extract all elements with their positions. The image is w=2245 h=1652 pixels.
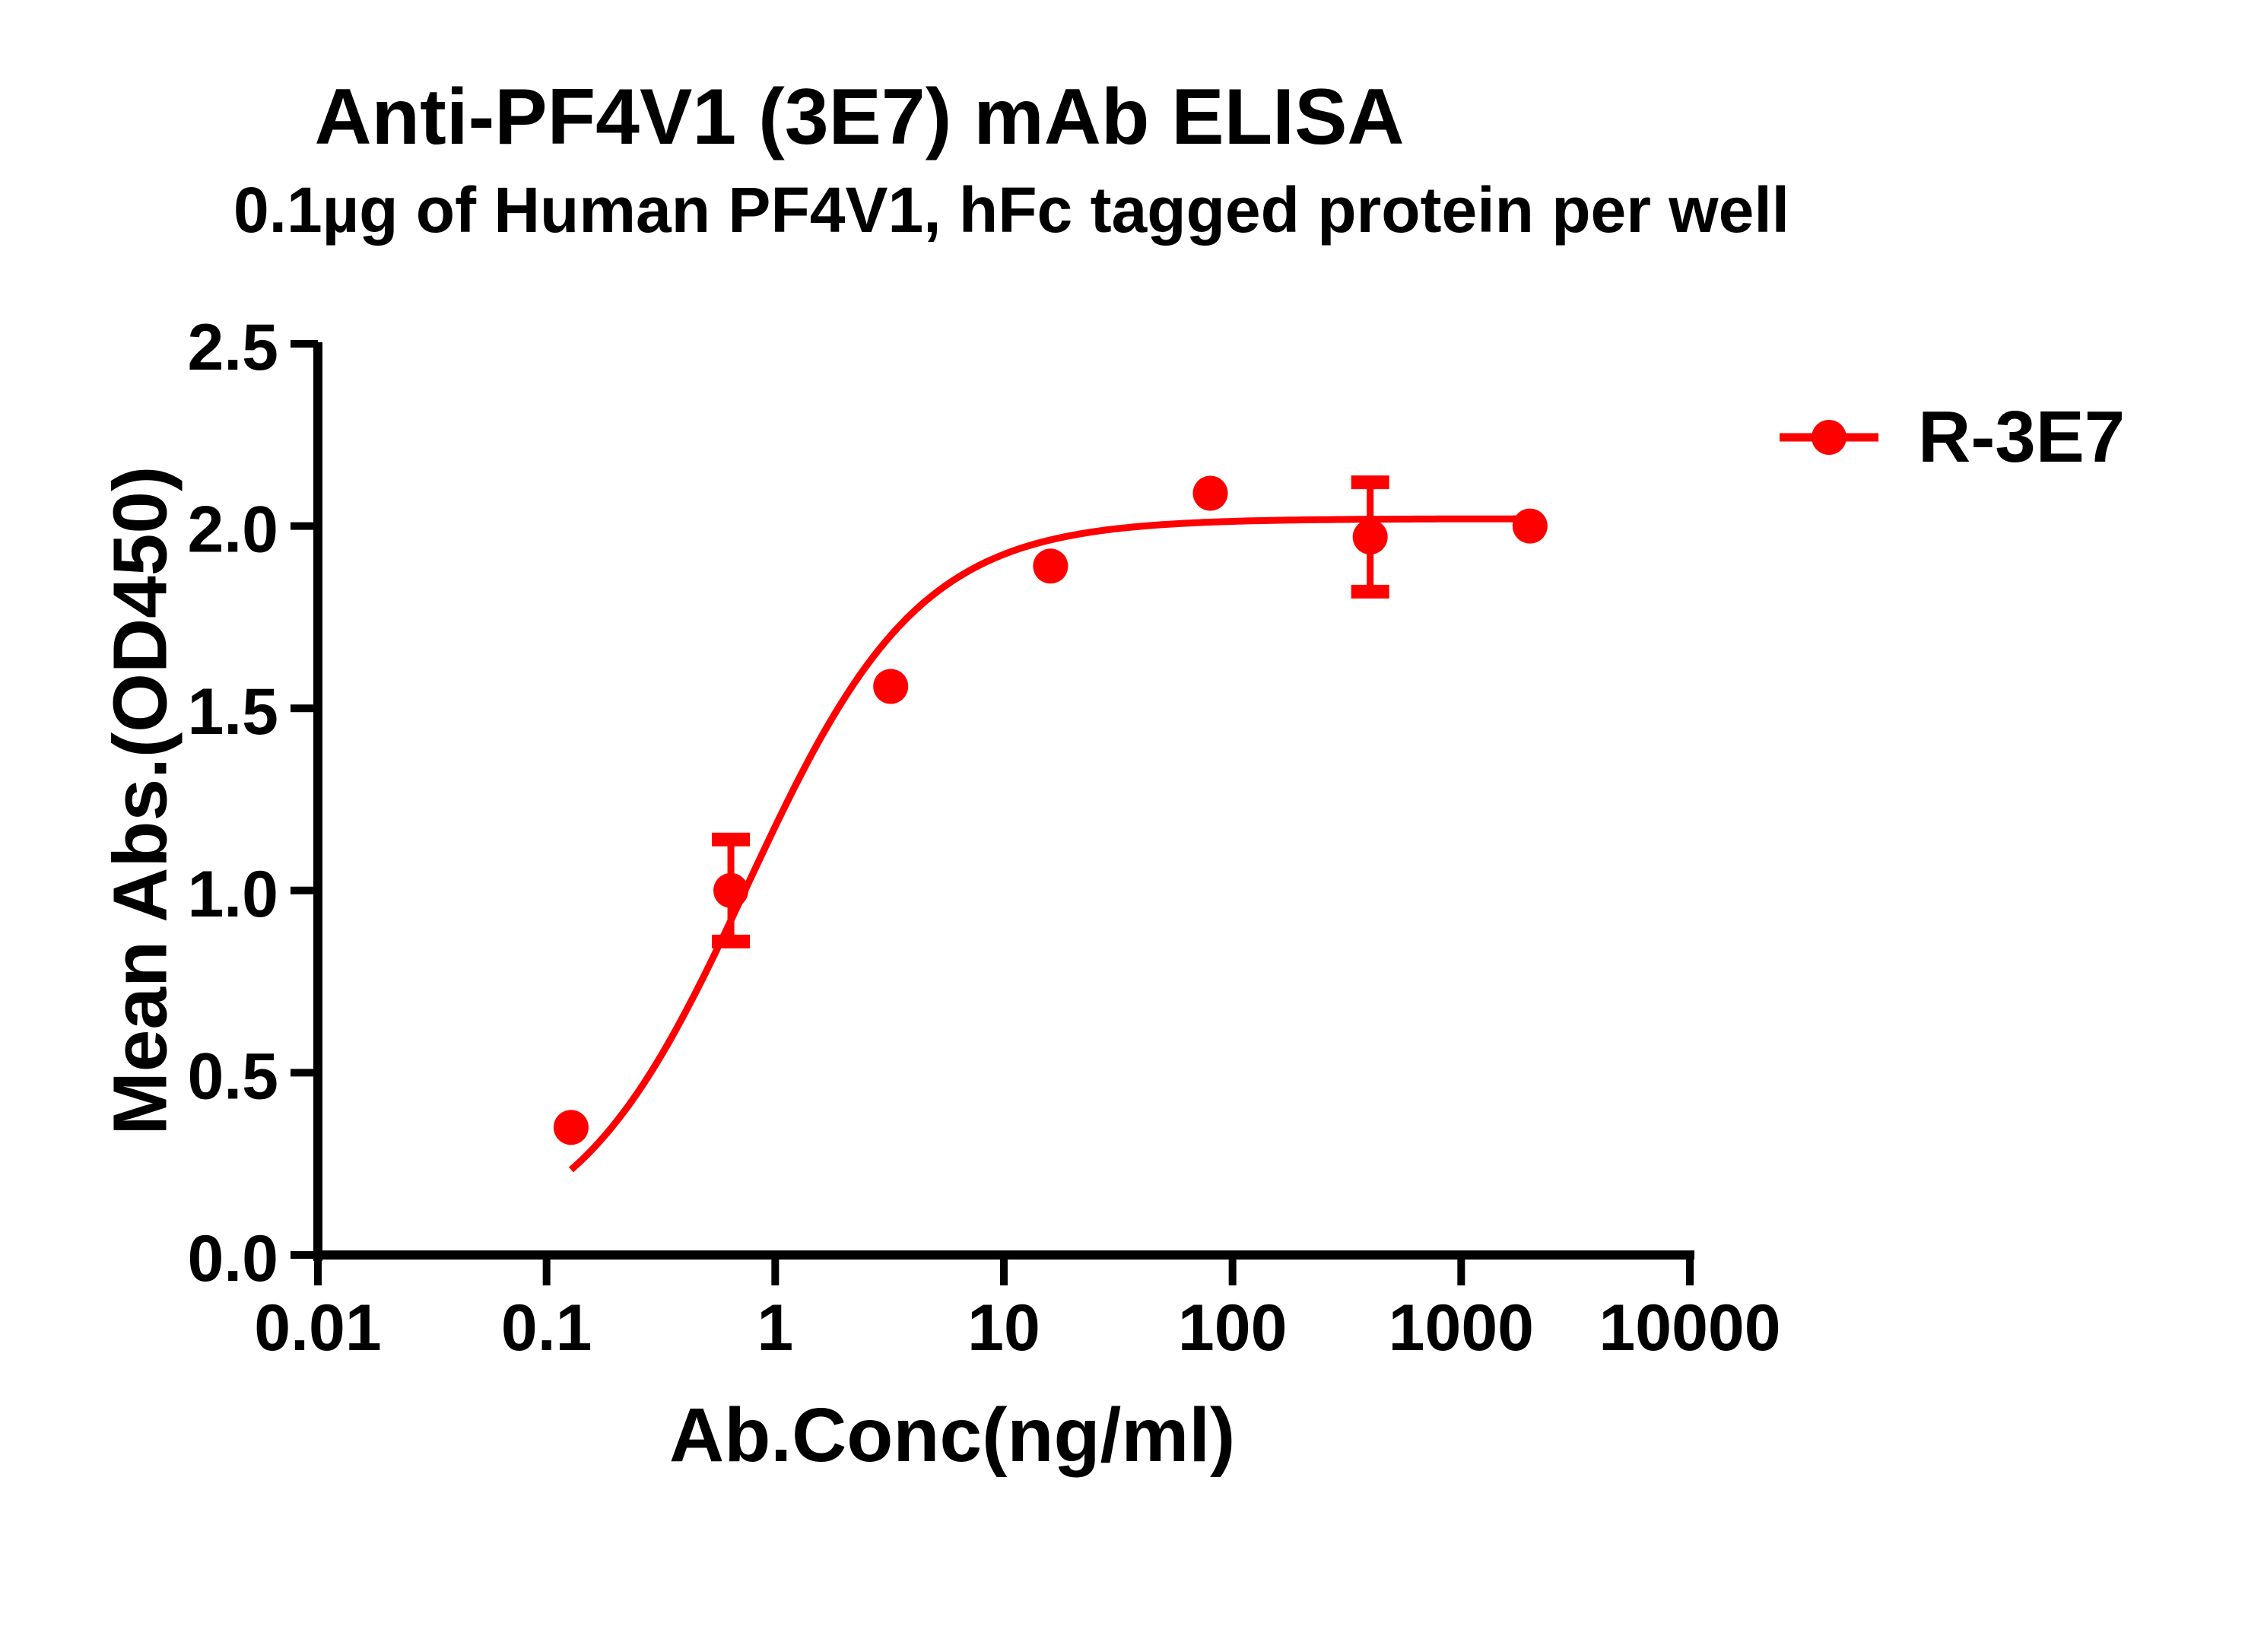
y-tick-label: 2.5 <box>187 311 278 384</box>
data-point <box>1033 548 1069 584</box>
data-point <box>553 1110 589 1145</box>
x-axis-label: Ab.Conc(ng/ml) <box>669 1393 1236 1478</box>
data-point <box>1512 508 1548 544</box>
x-tick-label: 0.1 <box>501 1291 592 1364</box>
legend: R-3E7 <box>1780 396 2125 479</box>
y-tick-label: 0.5 <box>187 1040 278 1113</box>
y-axis-label: Mean Abs.(OD450) <box>97 465 183 1136</box>
y-tick-label: 2.0 <box>187 494 278 567</box>
data-point <box>1352 519 1388 554</box>
x-tick-label: 0.01 <box>254 1291 381 1364</box>
x-tick-label: 1 <box>757 1291 793 1364</box>
legend-label: R-3E7 <box>1918 396 2126 478</box>
data-point <box>873 669 909 704</box>
legend-marker-icon <box>1780 420 1878 455</box>
x-tick-label: 10 <box>967 1291 1040 1364</box>
chart-title: Anti-PF4V1 (3E7) mAb ELISA <box>314 73 1405 161</box>
chart-subtitle: 0.1µg of Human PF4V1, hFc tagged protein… <box>233 174 1790 246</box>
y-tick-label: 0.0 <box>187 1222 278 1295</box>
y-tick-label: 1.0 <box>187 858 278 931</box>
x-tick-label: 1000 <box>1389 1291 1534 1364</box>
data-point <box>1192 475 1228 511</box>
y-tick-label: 1.5 <box>187 675 278 748</box>
x-tick-label: 10000 <box>1599 1291 1780 1364</box>
x-tick-label: 100 <box>1178 1291 1288 1364</box>
data-point <box>713 872 749 908</box>
